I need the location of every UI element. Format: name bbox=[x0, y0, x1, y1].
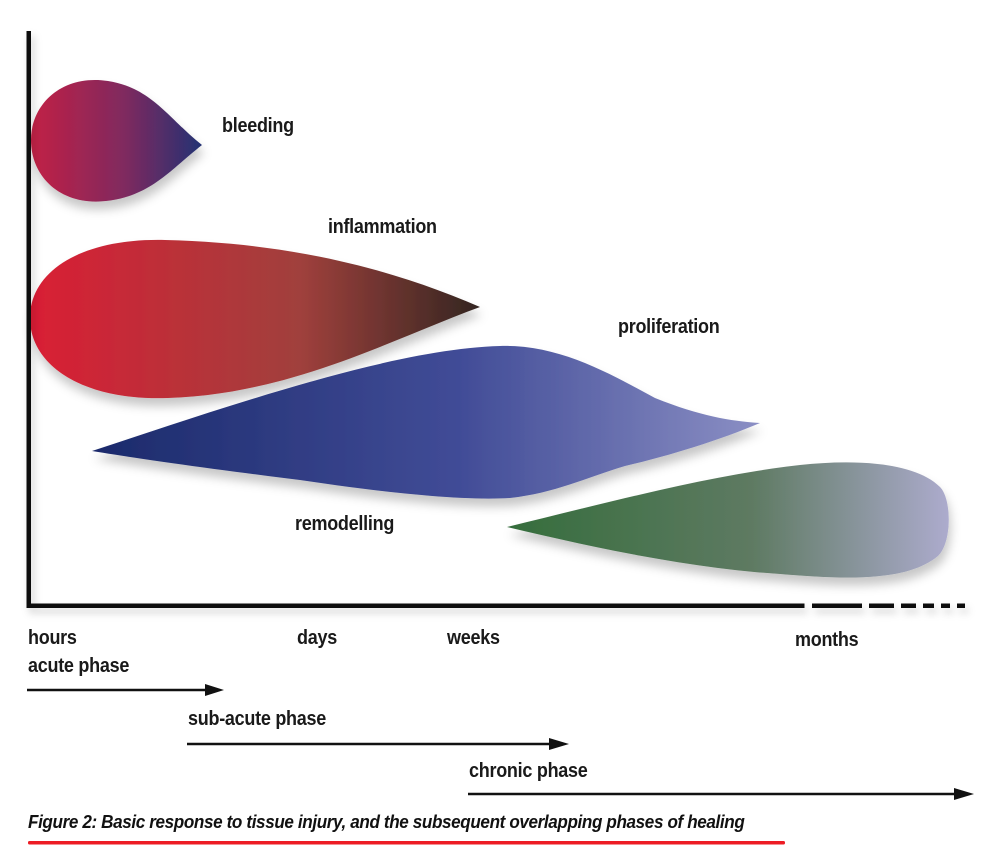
chronic-phase-arrow bbox=[468, 788, 974, 800]
sub-acute-phase-arrowhead-icon bbox=[549, 738, 569, 750]
inflammation-blob bbox=[30, 239, 480, 399]
sub-acute-phase-arrow bbox=[187, 738, 569, 750]
x-tick-weeks: weeks bbox=[447, 627, 500, 649]
proliferation-blob bbox=[92, 345, 760, 499]
x-tick-hours: hours bbox=[28, 627, 77, 649]
inflammation-label: inflammation bbox=[328, 216, 437, 238]
acute-phase-arrow bbox=[27, 684, 224, 696]
x-axis-line bbox=[26, 603, 805, 608]
phase-arrows bbox=[27, 684, 974, 800]
acute-phase-label: acute phase bbox=[28, 655, 130, 677]
sub-acute-phase-label: sub-acute phase bbox=[188, 708, 326, 730]
bleeding-label: bleeding bbox=[222, 115, 294, 137]
chronic-phase-label: chronic phase bbox=[469, 760, 588, 782]
y-axis-line bbox=[26, 31, 31, 608]
proliferation-label: proliferation bbox=[618, 316, 720, 338]
phase-blobs bbox=[30, 79, 949, 578]
acute-phase-arrowhead-icon bbox=[205, 684, 224, 696]
remodelling-label: remodelling bbox=[295, 513, 395, 535]
chronic-phase-arrowhead-icon bbox=[954, 788, 974, 800]
caption-underline-rule bbox=[28, 841, 785, 845]
x-tick-days: days bbox=[297, 627, 337, 649]
x-tick-months: months bbox=[795, 629, 859, 651]
axes bbox=[26, 31, 972, 608]
remodelling-blob bbox=[507, 462, 949, 578]
caption-underline bbox=[28, 841, 785, 845]
bleeding-blob bbox=[31, 79, 202, 202]
figure-caption: Figure 2: Basic response to tissue injur… bbox=[28, 812, 745, 832]
